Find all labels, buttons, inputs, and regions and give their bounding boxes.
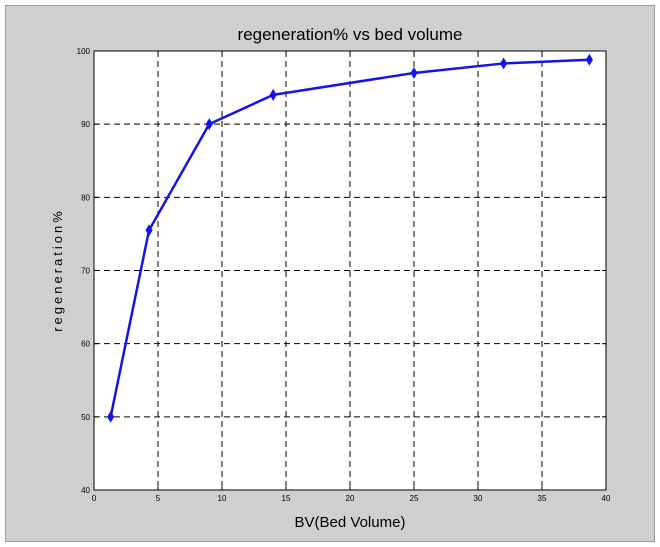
y-tick-label: 80 [81, 193, 90, 202]
data-point-marker [410, 66, 418, 79]
x-tick-label: 5 [156, 494, 161, 503]
y-tick-label: 40 [81, 486, 90, 495]
y-axis-ticks: 40 50 60 70 80 90 100 [77, 47, 606, 495]
x-tick-label: 15 [282, 494, 291, 503]
data-point-marker [145, 224, 153, 237]
y-tick-label: 100 [77, 47, 91, 56]
y-tick-label: 70 [81, 267, 90, 276]
data-point-marker [500, 57, 508, 70]
x-axis-label: BV(Bed Volume) [295, 514, 406, 531]
x-tick-label: 0 [92, 494, 97, 503]
chart-title: regeneration% vs bed volume [238, 25, 463, 44]
data-point-marker [107, 410, 115, 423]
x-tick-label: 25 [410, 494, 419, 503]
x-tick-label: 10 [218, 494, 227, 503]
data-point-marker [585, 53, 593, 66]
x-axis-ticks: 0 5 10 15 20 25 30 35 40 [92, 51, 611, 503]
y-tick-label: 60 [81, 340, 90, 349]
x-tick-label: 40 [602, 494, 611, 503]
data-point-marker [269, 88, 277, 101]
x-tick-label: 35 [538, 494, 547, 503]
y-tick-label: 90 [81, 120, 90, 129]
grid [94, 51, 606, 490]
y-axis-label: regeneration% [50, 208, 65, 332]
series-group [107, 53, 593, 423]
data-point-marker [205, 118, 213, 131]
x-tick-label: 20 [346, 494, 355, 503]
x-tick-label: 30 [474, 494, 483, 503]
y-tick-label: 50 [81, 413, 90, 422]
